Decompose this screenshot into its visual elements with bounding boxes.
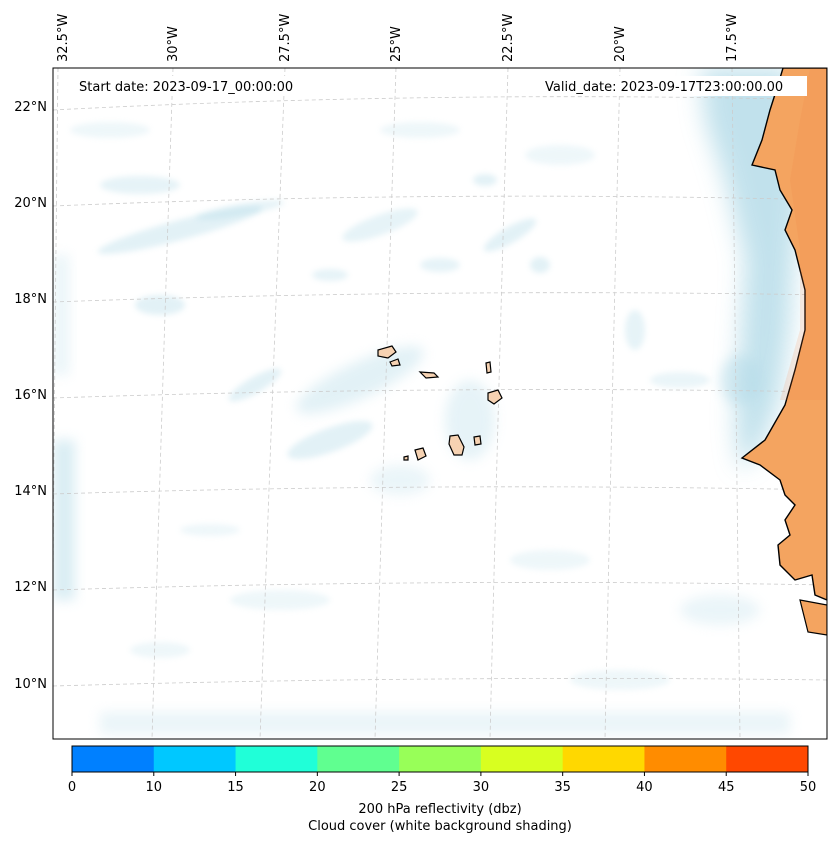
colorbar-swatch xyxy=(317,746,400,772)
colorbar-swatches xyxy=(72,746,809,772)
colorbar-swatch xyxy=(726,746,809,772)
start-date-box xyxy=(74,76,314,96)
colorbar-tick-label: 25 xyxy=(391,780,408,795)
colorbar-tick-label: 30 xyxy=(473,780,490,795)
island-sao-nicolau xyxy=(418,371,440,379)
map-frame xyxy=(52,67,828,740)
colorbar-tick-label: 0 xyxy=(68,780,76,795)
valid-date-box xyxy=(541,76,807,96)
colorbar-swatch xyxy=(644,746,727,772)
lat-label: 22°N xyxy=(14,100,47,115)
lat-label: 18°N xyxy=(14,292,47,307)
island-brava xyxy=(403,455,409,461)
island-boa-vista xyxy=(487,389,503,405)
lat-label: 14°N xyxy=(14,484,47,499)
lon-label: 25°W xyxy=(389,26,404,62)
lon-label: 17.5°W xyxy=(725,14,740,62)
colorbar-swatch xyxy=(153,746,237,772)
lon-label: 32.5°W xyxy=(56,14,71,62)
colorbar-label-line2: Cloud cover (white background shading) xyxy=(308,819,572,834)
map-content xyxy=(53,68,827,739)
colorbar-swatch xyxy=(235,746,318,772)
map-gridlines xyxy=(53,68,827,739)
island-fogo xyxy=(414,447,427,461)
valid-date-text: Valid_date: 2023-09-17T23:00:00.00 xyxy=(545,80,783,95)
colorbar-swatch xyxy=(562,746,645,772)
island-santo-antao xyxy=(377,345,397,359)
colorbar-label-line1: 200 hPa reflectivity (dbz) xyxy=(358,802,521,817)
colorbar-ticks: 0 10 15 20 25 30 35 40 45 50 xyxy=(68,772,816,795)
lon-label: 20°W xyxy=(613,26,628,62)
island-maio xyxy=(473,435,482,446)
lat-label: 12°N xyxy=(14,580,47,595)
lon-labels: 32.5°W 30°W 27.5°W 25°W 22.5°W 20°W 17.5… xyxy=(56,14,740,62)
island-santiago xyxy=(448,434,465,456)
island-sao-vicente xyxy=(389,358,401,367)
colorbar-frame xyxy=(71,745,809,773)
lat-label: 20°N xyxy=(14,196,47,211)
colorbar-swatch xyxy=(72,746,155,772)
lat-labels: 22°N 20°N 18°N 16°N 14°N 12°N 10°N xyxy=(14,100,47,692)
colorbar-tick-label: 35 xyxy=(554,780,571,795)
lon-label: 22.5°W xyxy=(501,14,516,62)
map-background xyxy=(53,68,827,739)
colorbar-tick-label: 20 xyxy=(309,780,326,795)
lat-label: 16°N xyxy=(14,388,47,403)
colorbar-tick-label: 15 xyxy=(227,780,244,795)
colorbar-swatch xyxy=(399,746,482,772)
colorbar-tick-label: 45 xyxy=(718,780,735,795)
colorbar-swatch xyxy=(480,746,564,772)
land-africa xyxy=(740,68,827,636)
colorbar-tick-label: 50 xyxy=(800,780,817,795)
lon-label: 30°W xyxy=(166,26,181,62)
colorbar-tick-label: 40 xyxy=(636,780,653,795)
start-date-text: Start date: 2023-09-17_00:00:00 xyxy=(79,80,293,95)
lon-label: 27.5°W xyxy=(278,14,293,62)
colorbar: 0 10 15 20 25 30 35 40 45 50 200 hPa reflectivity… xyxy=(68,745,816,834)
island-sal xyxy=(485,361,492,374)
colorbar-tick-label: 10 xyxy=(146,780,163,795)
lat-label: 10°N xyxy=(14,677,47,692)
land-cape-verde-islands xyxy=(377,345,503,461)
